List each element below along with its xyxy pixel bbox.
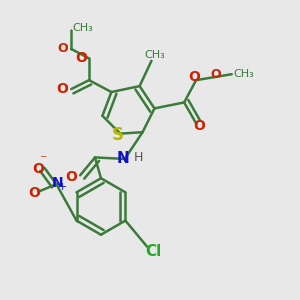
Text: S: S [111, 126, 123, 144]
Text: O: O [65, 170, 77, 184]
Text: O: O [57, 42, 68, 56]
Text: H: H [134, 151, 143, 164]
Text: +: + [58, 182, 68, 192]
Text: O: O [33, 162, 44, 176]
Text: O: O [76, 52, 88, 65]
Text: O: O [56, 82, 68, 96]
Text: O: O [193, 119, 205, 133]
Text: N: N [117, 152, 130, 166]
Text: O: O [189, 70, 200, 84]
Text: CH₃: CH₃ [144, 50, 165, 60]
Text: ⁻: ⁻ [39, 153, 47, 167]
Text: CH₃: CH₃ [73, 23, 94, 33]
Text: CH₃: CH₃ [233, 69, 254, 79]
Text: O: O [210, 68, 221, 81]
Text: Cl: Cl [145, 244, 161, 259]
Text: N: N [52, 176, 64, 190]
Text: O: O [28, 186, 40, 200]
